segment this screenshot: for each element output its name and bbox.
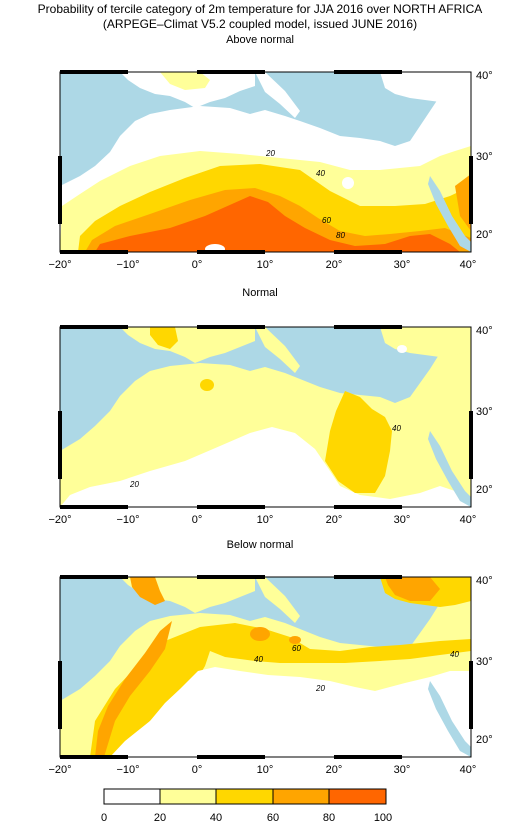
p60-patch [289,636,301,644]
x-tick-label: 30° [394,259,411,271]
x-tick-label: −10° [116,259,139,271]
p60-coast [95,621,172,757]
italy [255,327,300,373]
east-orange [455,174,471,231]
colorbar-label: 20 [154,812,166,824]
contour-label: 40 [450,650,459,659]
colorbar-label: 40 [210,812,222,824]
colorbar-swatch-0-20 [103,788,161,805]
colorbar-swatch-60-80 [272,788,330,805]
red-sea [428,176,471,252]
contour-label: 40 [392,424,401,433]
x-tick-label: 40° [460,259,477,271]
contour-label: 20 [315,684,325,693]
x-tick-label: 0° [192,259,203,271]
map-below-normal: 20 40 60 40 40° 30° 20° −20° −10° 0° 10°… [48,575,493,776]
anatolia [380,72,471,102]
y-tick-label: 30° [476,406,493,418]
contour-label: 20 [129,480,139,489]
colorbar-label: 60 [267,812,279,824]
map-above-normal: 20 40 60 80 40° 30° 20° −20° −10° 0° 10°… [48,70,493,271]
x-tick-label: −20° [48,514,71,526]
colorbar: 0 20 40 60 80 100 [101,788,392,824]
contour-label: 20 [265,149,275,158]
x-tick-label: 10° [257,514,274,526]
x-tick-label: 30° [394,764,411,776]
contour-label: 40 [316,169,325,178]
colorbar-label: 100 [374,812,392,824]
map-frame-ticks [58,325,473,509]
x-tick-label: −20° [48,764,71,776]
red-sea [428,431,471,507]
figure-title: Probability of tercile category of 2m te… [37,2,483,16]
x-tick-label: 0° [192,514,203,526]
contour-label: 80 [336,231,345,240]
salt-lake [397,345,407,353]
y-tick-label: 20° [476,734,493,746]
low-region [110,667,471,757]
p80-region [95,196,460,252]
x-tick-label: −10° [116,764,139,776]
map-frame-ticks [58,575,473,759]
x-tick-label: 0° [192,764,203,776]
y-tick-label: 40° [476,575,493,587]
y-tick-label: 40° [476,70,493,82]
panel-title-below-normal: Below normal [226,539,294,551]
panel-title-normal: Normal [242,287,278,299]
y-tick-label: 20° [476,229,493,241]
map-frame-ticks [58,70,473,254]
colorbar-swatch-40-60 [215,788,274,805]
colorbar-swatch-80-100 [328,788,387,805]
y-tick-label: 40° [476,325,493,337]
italy [255,577,300,623]
p40-region [90,623,471,757]
map-normal: 20 40 40° 30° 20° −20° −10° 0° 10° 20° 3… [48,325,493,526]
p40-island [150,327,178,349]
figure-subtitle: (ARPEGE–Climat V5.2 coupled model, issue… [102,17,418,31]
p40-region [325,391,392,493]
contour-label: 60 [292,644,301,653]
colorbar-label: 80 [323,812,335,824]
p20-region [160,72,210,90]
x-tick-label: 40° [460,514,477,526]
x-tick-label: −20° [48,259,71,271]
colorbar-label: 0 [101,812,107,824]
y-tick-label: 30° [476,656,493,668]
salt-lake [342,177,354,189]
y-tick-label: 20° [476,484,493,496]
x-tick-label: 20° [326,259,343,271]
x-tick-label: 30° [394,514,411,526]
north-iberia [120,72,255,108]
x-tick-label: −10° [116,514,139,526]
x-tick-label: 40° [460,764,477,776]
y-tick-label: 30° [476,151,493,163]
x-tick-label: 10° [257,259,274,271]
p60-patch [250,627,270,641]
red-sea [428,681,471,757]
x-tick-label: 20° [326,514,343,526]
x-tick-label: 20° [326,764,343,776]
p60-iberia [130,577,165,605]
p40-island [200,379,214,391]
low-region [60,427,471,507]
p60-anatolia [385,577,440,601]
colorbar-swatch-20-40 [159,788,217,805]
contour-label: 40 [254,655,263,664]
x-tick-label: 10° [257,764,274,776]
panel-title-above-normal: Above normal [226,34,294,46]
contour-label: 60 [322,216,331,225]
italy [255,72,300,118]
